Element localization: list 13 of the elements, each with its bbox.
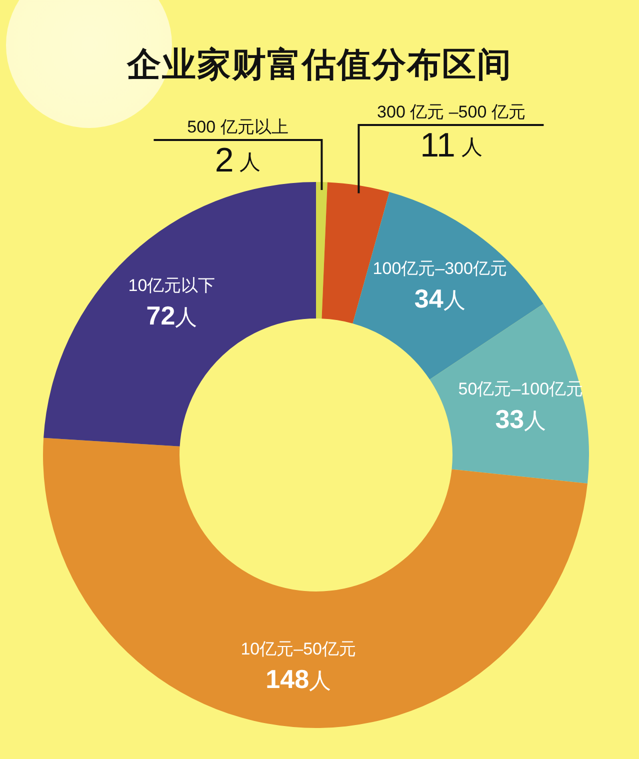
data-label: 148人 bbox=[266, 664, 332, 694]
slice-label: 300 亿元 –500 亿元 bbox=[377, 102, 526, 122]
data-label: 34人 bbox=[414, 284, 466, 314]
slice-label: 100亿元–300亿元 bbox=[372, 259, 507, 278]
slice-label: 50亿元–100亿元 bbox=[458, 379, 584, 398]
slice-label: 500 亿元以上 bbox=[187, 118, 288, 137]
data-label: 72人 bbox=[146, 300, 198, 331]
slice-label: 10亿元以下 bbox=[128, 276, 216, 296]
chart-title: 企业家财富估值分布区间 bbox=[126, 45, 513, 86]
data-label: 2 人 bbox=[214, 141, 261, 180]
data-label: 11 人 bbox=[420, 126, 482, 164]
data-label: 33人 bbox=[495, 404, 546, 434]
slice-label: 10亿元–50亿元 bbox=[240, 640, 356, 659]
